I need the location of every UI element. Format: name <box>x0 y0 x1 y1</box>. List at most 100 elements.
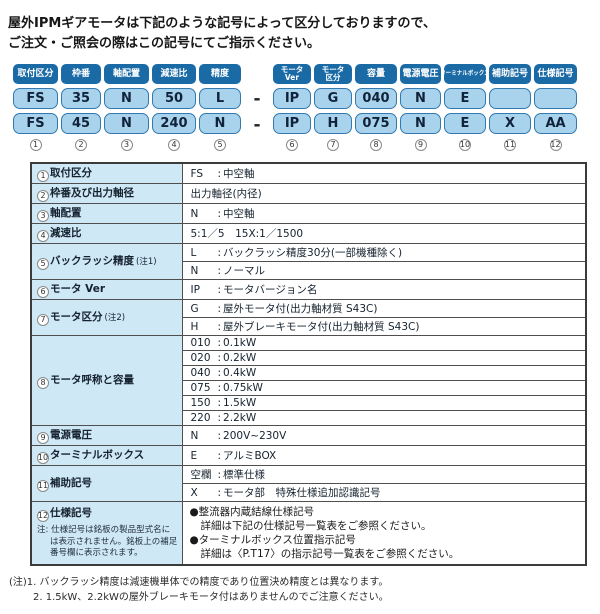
value-description: 1.5kW <box>223 397 257 409</box>
circled-number: 2 <box>75 139 87 151</box>
value-code: 075 <box>190 382 211 394</box>
table-row: 5 バックラッシ精度 (注1) L: バックラッシ精度30分(一部機種除く) <box>30 243 587 280</box>
field-badge-7: モータ 区分 <box>314 64 352 84</box>
field-badge-label: 精度 <box>210 69 229 79</box>
row-value: G: 屋外モータ付(出力軸材質 S43C) <box>181 299 587 318</box>
row-header-note: (注1) <box>136 257 157 267</box>
value-colon: : <box>217 321 222 333</box>
code-value-row1: G <box>314 88 352 109</box>
code-value-row2: N <box>400 113 441 134</box>
code-value-row2: N <box>104 113 149 134</box>
field-badge-label: 減速比 <box>160 69 188 79</box>
circled-number: 10 <box>37 452 49 464</box>
row-header-label: 補助記号 <box>50 477 92 489</box>
code-column-8: 容量 040 075 8 <box>355 64 397 154</box>
circled-number: 7 <box>327 139 339 151</box>
value-colon: : <box>217 337 222 349</box>
field-badge-3: 軸配置 <box>104 64 149 84</box>
circled-number: 6 <box>286 139 298 151</box>
field-badge-label: 枠番 <box>71 69 90 79</box>
code-column-6: モータ Ver IP IP 6 <box>273 64 311 154</box>
code-value-row1: E <box>444 88 486 109</box>
field-badge-4: 減速比 <box>152 64 196 84</box>
code-value-row2: IP <box>273 113 311 134</box>
value-colon: : <box>217 352 222 364</box>
field-badge-8: 容量 <box>355 64 397 84</box>
table-row: 040:0.4kW <box>31 365 587 381</box>
value-description: 屋外モータ付(出力軸材質 S43C) <box>223 303 378 315</box>
circled-number: 7 <box>37 314 49 326</box>
value-code: X <box>190 487 198 499</box>
field-number-row: 11 <box>489 138 531 152</box>
value-code: 空欄 <box>190 469 212 481</box>
value-description: 0.1kW <box>223 337 257 349</box>
code-value-row1 <box>489 88 531 109</box>
row-header-label: モータ区分 <box>50 311 103 323</box>
code-value-row2: 45 <box>61 113 101 134</box>
value-code: 020 <box>190 352 211 364</box>
value-colon: : <box>217 247 222 259</box>
field-badge-label: 容量 <box>366 69 385 79</box>
intro-line-1: 屋外IPMギアモータは下記のような記号によって区分しておりますので、 <box>8 16 436 31</box>
value-code: L <box>190 247 197 259</box>
value-description: 標準仕様 <box>223 469 266 481</box>
value-description: バックラッシ精度30分(一部機種除く) <box>223 247 403 259</box>
code-separator-column: -- <box>244 64 270 154</box>
model-code-diagram: 取付区分 FS FS 1 枠番 35 45 2 軸配置 N N 3 減速比 50 240 4 精度 L N 5- - モー… <box>13 64 600 154</box>
circled-number: 11 <box>37 480 49 492</box>
table-row: H: 屋外ブレーキモータ付(出力軸材質 S43C) <box>31 317 587 336</box>
bullet-line: 詳細は下記の仕様記号一覧表をご参照ください。 <box>200 520 432 532</box>
table-row: 9 電源電圧 N:200V~230V <box>30 425 587 446</box>
code-value-row1: N <box>400 88 441 109</box>
code-separator-dash: - <box>253 115 261 135</box>
field-badge-label: ターミナルボックス <box>444 70 486 77</box>
row-value: 020:0.2kW <box>181 350 587 366</box>
code-column-4: 減速比 50 240 4 <box>152 64 196 154</box>
circled-number: 12 <box>37 510 49 522</box>
value-colon: : <box>217 303 222 315</box>
row-value: IP: モータバージョン名 <box>181 279 587 300</box>
row-header-7: 7 モータ区分 (注2) <box>30 299 183 336</box>
code-value-row1: IP <box>273 88 311 109</box>
field-badge-label: Ver <box>284 73 300 82</box>
circled-number: 4 <box>168 139 180 151</box>
field-badge-label: 取付区分 <box>17 69 54 79</box>
field-number-row: 6 <box>273 138 311 152</box>
value-colon: : <box>217 382 222 394</box>
code-column-10: ターミナルボックス EE 10 <box>444 64 486 154</box>
code-column-1: 取付区分 FS FS 1 <box>13 64 58 154</box>
code-value-row2: N <box>199 113 241 134</box>
circled-number: 10 <box>459 139 471 151</box>
circled-number: 2 <box>37 190 49 202</box>
field-number-row: 4 <box>152 138 196 152</box>
field-badge-label: 仕様記号 <box>537 69 574 79</box>
row-header-label: 仕様記号 <box>50 507 92 519</box>
field-badge-label: 電源電圧 <box>402 69 439 79</box>
code-column-12: 仕様記号 AA 12 <box>534 64 577 154</box>
circled-number: 8 <box>370 139 382 151</box>
field-badge-12: 仕様記号 <box>534 64 577 84</box>
row-value: 150:1.5kW <box>181 395 587 411</box>
footnote-1: (注)1. バックラッシ精度は減速機単体での精度であり位置決め精度とは異なります… <box>9 577 389 588</box>
code-value-row2: E <box>444 113 486 134</box>
circled-number: 5 <box>37 258 49 270</box>
code-value-row2: 240 <box>152 113 196 134</box>
circled-number: 4 <box>37 230 49 242</box>
code-column-5: 精度 L N 5 <box>199 64 241 154</box>
field-number-row: 5 <box>199 138 241 152</box>
table-row: 4 減速比 5:1／5 15X:1／1500 <box>30 223 587 244</box>
row-value: 040:0.4kW <box>181 365 587 381</box>
field-badge-label: 軸配置 <box>112 69 140 79</box>
spec-table: 1 取付区分 FS: 中空軸 2 枠番及び出力軸径 出力軸径(内径) 3 軸配置 N: 中空軸 4 減速… <box>30 162 587 566</box>
code-column-3: 軸配置 N N 3 <box>104 64 149 154</box>
value-code: E <box>190 450 198 462</box>
code-separator-dash: - <box>253 89 261 109</box>
code-value-row2: X <box>489 113 531 134</box>
value-colon: : <box>217 429 222 442</box>
bullet-line: 詳細は〈P.T17〉の指示記号一覧表をご参照ください。 <box>200 548 460 560</box>
code-column-2: 枠番 35 45 2 <box>61 64 101 154</box>
value-code: 010 <box>190 337 211 349</box>
row-value: H: 屋外ブレーキモータ付(出力軸材質 S43C) <box>181 317 587 336</box>
value-code: FS <box>190 168 204 180</box>
footnotes: (注)1. バックラッシ精度は減速機単体での精度であり位置決め精度とは異なります… <box>9 575 600 605</box>
